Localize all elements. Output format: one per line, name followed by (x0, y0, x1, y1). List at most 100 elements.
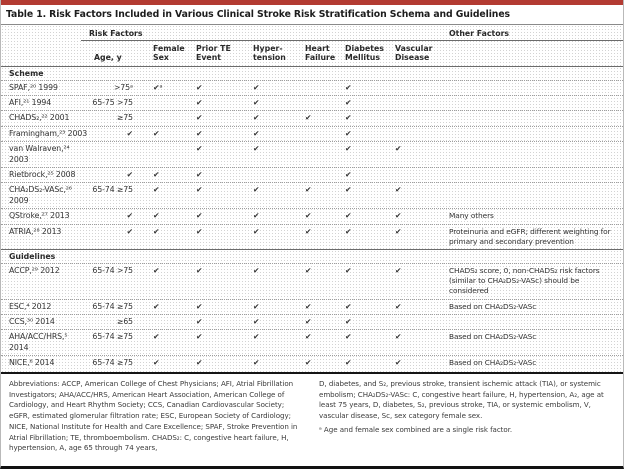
cell-hypertension: ✔ (253, 185, 260, 195)
cell-other-factors (449, 129, 613, 139)
cell-diabetes-mellitus: ✔ (345, 266, 352, 276)
table-row: CHADS₂,²² 2001 ≥75 ✔ ✔ ✔ ✔ (1, 110, 623, 125)
table-row: ESC,⁴ 2012 65-74 ≥75 ✔ ✔ ✔ ✔ ✔ ✔ Based on CHA₂DS… (1, 298, 623, 314)
table-row: QStroke,²⁷ 2013 ✔ ✔ ✔ ✔ ✔ ✔ ✔ Many others (1, 208, 623, 223)
cell-prior-te-event: ✔ (196, 332, 203, 342)
cell-hypertension: ✔ (253, 266, 260, 276)
cell-female-sex: ✔ (153, 358, 160, 368)
row-label: CHA₂DS₂-VASc,²⁶ 2009 (9, 185, 72, 205)
cell-prior-te-event: ✔ (196, 128, 203, 138)
cell-female-sex (137, 144, 194, 165)
footnotes: Abbreviations: ACCP, American College of… (1, 372, 623, 466)
cell-vascular-disease: ✔ (395, 358, 402, 368)
row-label: Rietbrock,²⁵ 2008 (9, 170, 76, 180)
cell-heart-failure: ✔ (305, 317, 312, 327)
cell-female-sex (137, 317, 194, 327)
cell-vascular-disease: ✔ (395, 144, 402, 154)
cell-heart-failure: ✔ (305, 301, 312, 311)
group-header-other-factors: Other Factors (449, 29, 510, 38)
col-header-heart-failure: Heart Failure (305, 44, 336, 63)
cell-diabetes-mellitus: ✔ (345, 98, 352, 107)
cell-vascular-disease (394, 83, 449, 93)
cell-age: 65-74 ≥75 (92, 301, 133, 311)
cell-vascular-disease: ✔ (395, 185, 402, 195)
col-header-hypertension: Hyper-tension (253, 44, 286, 63)
cell-age: ✔ (126, 226, 133, 236)
cell-heart-failure (304, 83, 344, 93)
cell-female-sex (137, 98, 194, 108)
column-header-row: Age, y Female Sex Prior TE Event Hyper-t… (1, 41, 623, 67)
cell-heart-failure: ✔ (305, 113, 312, 123)
cell-female-sex: ✔ (153, 170, 160, 180)
table-row: ATRIA,²⁸ 2013 ✔ ✔ ✔ ✔ ✔ ✔ ✔ Proteinuria and eGFR… (1, 223, 623, 249)
cell-diabetes-mellitus: ✔ (345, 332, 352, 342)
row-label: Framingham,²³ 2003 (9, 128, 88, 138)
cell-prior-te-event: ✔ (196, 226, 203, 236)
cell-heart-failure (304, 144, 344, 165)
cell-prior-te-event: ✔ (196, 317, 203, 327)
footnote-definitions: D, diabetes, and S₂, previous stroke, tr… (319, 379, 604, 421)
group-header-row: Risk Factors Other Factors (81, 25, 623, 41)
cell-heart-failure (304, 129, 344, 139)
cell-diabetes-mellitus: ✔ (345, 113, 352, 123)
table-row: NICE,⁶ 2014 65-74 ≥75 ✔ ✔ ✔ ✔ ✔ ✔ Based on CHA₂D… (1, 355, 623, 370)
cell-hypertension: ✔ (253, 332, 260, 342)
cell-prior-te-event: ✔ (196, 211, 203, 221)
cell-vascular-disease (394, 317, 449, 327)
table-row: AHA/ACC/HRS,⁵ 2014 65-74 ≥75 ✔ ✔ ✔ ✔ ✔ ✔ Based o… (1, 329, 623, 355)
cell-hypertension: ✔ (253, 358, 260, 368)
cell-other-factors (449, 170, 613, 180)
cell-age: 65-75 >75 (92, 98, 133, 107)
cell-hypertension: ✔ (253, 98, 260, 107)
cell-other-factors (449, 317, 613, 327)
cell-diabetes-mellitus: ✔ (345, 144, 352, 154)
row-label: NICE,⁶ 2014 (9, 358, 55, 368)
cell-prior-te-event: ✔ (196, 144, 203, 154)
cell-prior-te-event: ✔ (196, 358, 203, 368)
cell-heart-failure (304, 98, 344, 108)
cell-diabetes-mellitus: ✔ (345, 301, 352, 311)
cell-vascular-disease (394, 98, 449, 108)
table-row: CCS,³⁰ 2014 ≥65 ✔ ✔ ✔ ✔ (1, 314, 623, 329)
cell-prior-te-event: ✔ (196, 301, 203, 311)
table-row: SPAF,²⁰ 1999 >75ᵃ ✔ᵃ ✔ ✔ ✔ (1, 79, 623, 95)
cell-other-factors (449, 83, 613, 93)
cell-hypertension: ✔ (253, 317, 260, 327)
group-header-risk-factors: Risk Factors (89, 29, 143, 38)
table-row: ACCP,²⁹ 2012 65-74 >75 ✔ ✔ ✔ ✔ ✔ ✔ CHADS₂ score,… (1, 263, 623, 299)
col-header-female-sex: Female Sex (153, 44, 185, 63)
footnote-abbreviations: Abbreviations: ACCP, American College of… (9, 379, 298, 453)
cell-heart-failure: ✔ (305, 226, 312, 236)
cell-female-sex: ✔ (153, 185, 160, 195)
cell-other-factors (449, 185, 613, 206)
cell-hypertension: ✔ (253, 144, 260, 154)
col-header-vascular-disease: Vascular Disease (395, 44, 433, 63)
table-row: AFI,²¹ 1994 65-75 >75 ✔ ✔ ✔ (1, 95, 623, 110)
cell-heart-failure: ✔ (305, 332, 312, 342)
cell-prior-te-event: ✔ (196, 98, 203, 107)
cell-other-factors (449, 98, 613, 108)
col-header-diabetes-mellitus: Diabetes Mellitus (345, 44, 384, 63)
table-row: CHA₂DS₂-VASc,²⁶ 2009 65-74 ≥75 ✔ ✔ ✔ ✔ ✔ ✔ (1, 182, 623, 208)
table-title: Table 1. Risk Factors Included in Variou… (6, 9, 510, 20)
table-row: Framingham,²³ 2003 ✔ ✔ ✔ ✔ ✔ (1, 125, 623, 141)
cell-vascular-disease (394, 170, 449, 180)
cell-age: >75ᵃ (114, 82, 133, 92)
cell-prior-te-event: ✔ (196, 82, 203, 92)
cell-diabetes-mellitus: ✔ (345, 128, 352, 138)
cell-female-sex: ✔ (153, 301, 160, 311)
cell-other-factors: Based on CHA₂DS₂-VASc (449, 358, 537, 368)
row-label: CCS,³⁰ 2014 (9, 317, 55, 327)
cell-heart-failure: ✔ (305, 266, 312, 276)
cell-female-sex: ✔ (153, 226, 160, 236)
row-label: van Walraven,²⁴ 2003 (9, 144, 70, 164)
cell-heart-failure: ✔ (305, 358, 312, 368)
row-label: ACCP,²⁹ 2012 (9, 266, 60, 276)
cell-prior-te-event: ✔ (196, 185, 203, 195)
accent-bar (1, 0, 623, 5)
section-header-scheme: Scheme (9, 68, 44, 78)
section-header-guidelines: Guidelines (1, 249, 623, 263)
cell-female-sex: ✔ (153, 211, 160, 221)
row-label: ESC,⁴ 2012 (9, 301, 52, 311)
